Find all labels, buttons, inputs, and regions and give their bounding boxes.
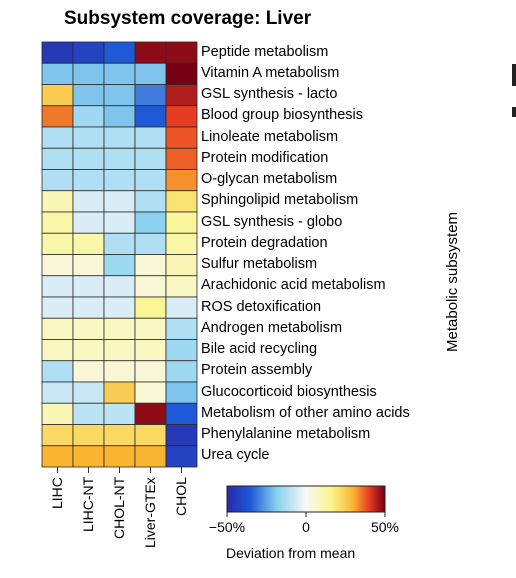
row-label: Protein degradation [201,234,328,251]
row-label: Bile acid recycling [201,341,318,358]
row-label: Urea cycle [201,447,270,464]
row-label: Glucocorticoid biosynthesis [201,383,377,400]
row-label: Blood group biosynthesis [201,107,364,124]
edge-mark-top [512,64,516,86]
row-label: O-glycan metabolism [201,171,338,188]
row-label: Phenylalanine metabolism [201,426,371,443]
row-label: Peptide metabolism [201,43,329,60]
colorbar-tick-label: −50% [208,519,246,535]
colorbar-label: Deviation from mean [226,545,356,561]
chart-title: Subsystem coverage: Liver [64,8,312,29]
row-label: GSL synthesis - globo [201,213,343,230]
row-label: Vitamin A metabolism [201,64,340,81]
row-label: Sulfur metabolism [201,256,318,273]
row-label: Protein assembly [201,362,313,379]
row-label: Androgen metabolism [201,319,343,336]
row-label: ROS detoxification [201,298,322,315]
row-label: Sphingolipid metabolism [201,192,359,209]
row-label: Linoleate metabolism [201,128,339,145]
row-label: Arachidonic acid metabolism [201,277,386,294]
colorbar-tick-label: 50% [370,519,400,535]
edge-mark-bottom [512,107,516,117]
colorbar-gradient [226,485,386,513]
row-label: Metabolism of other amino acids [201,404,410,421]
row-label: GSL synthesis - lacto [201,86,338,103]
row-label: Protein modification [201,149,329,166]
colorbar-tick-label: 0 [302,519,310,535]
